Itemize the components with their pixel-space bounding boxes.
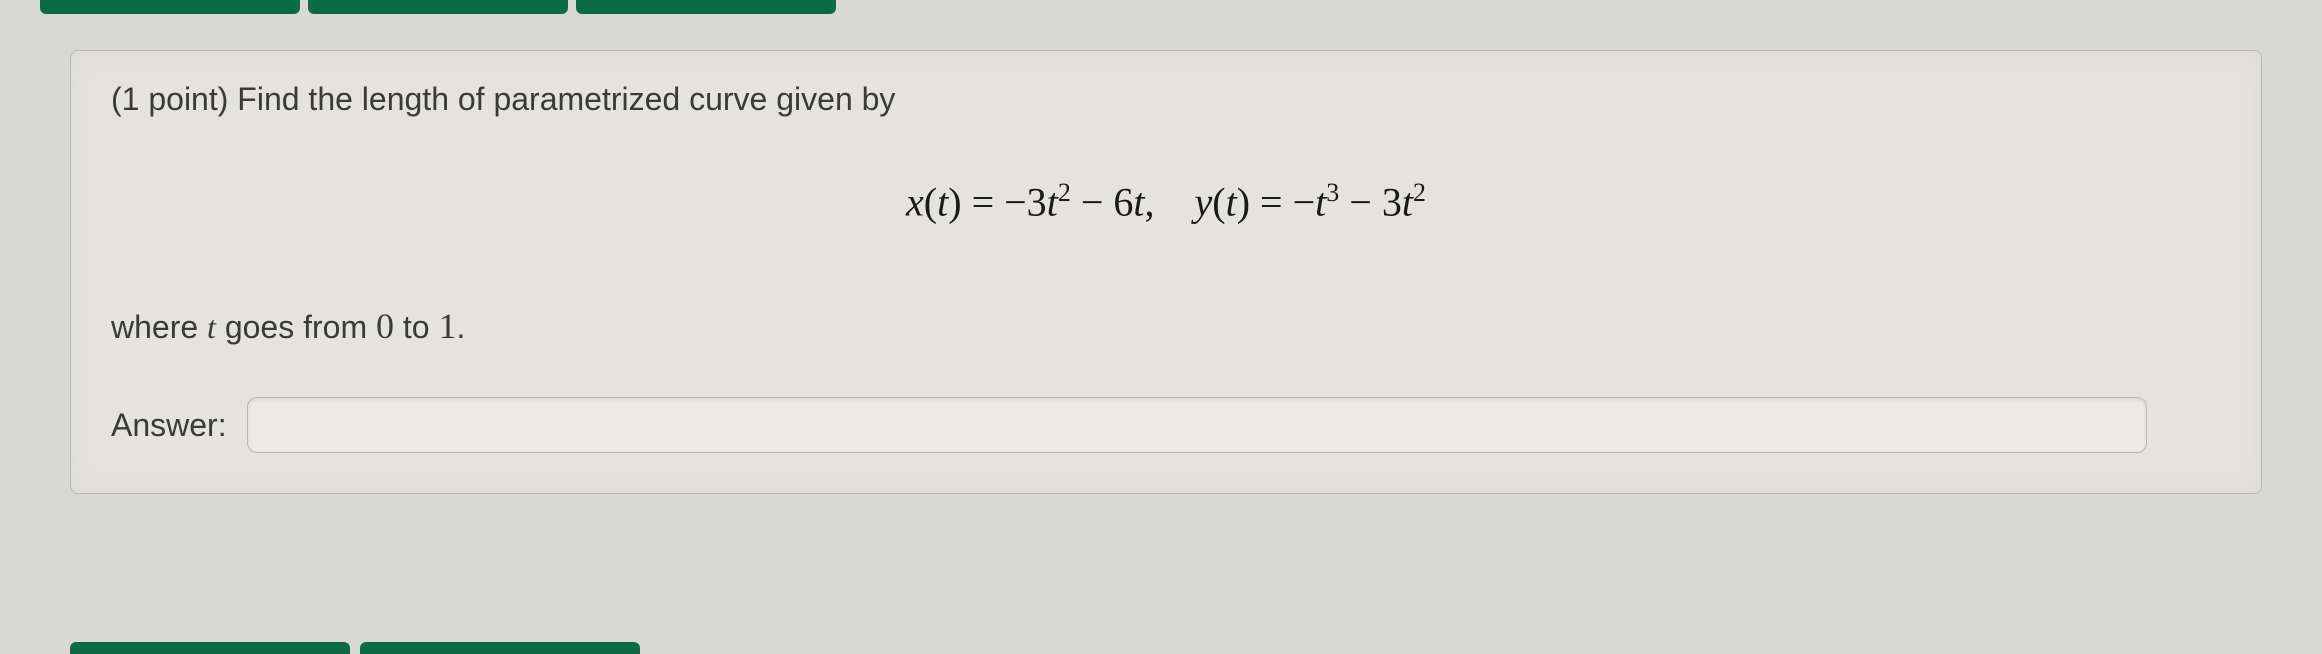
range-text: where t goes from 0 to 1. [111, 305, 2221, 347]
prompt-text: Find the length of parametrized curve gi… [237, 81, 895, 117]
top-tab[interactable] [40, 0, 300, 14]
range-prefix: where [111, 309, 207, 345]
range-to-word: to [394, 309, 438, 345]
answer-label: Answer: [111, 407, 227, 444]
formula-display: x(t) = −3t2 − 6t, y(t) = −t3 − 3t2 [111, 178, 2221, 225]
bottom-tab-bar [70, 642, 640, 654]
top-tab-bar [0, 0, 2322, 14]
range-to: 1 [438, 306, 456, 346]
top-tab[interactable] [308, 0, 568, 14]
range-var: t [207, 309, 216, 345]
range-suffix: . [456, 309, 465, 345]
range-mid: goes from [216, 309, 376, 345]
bottom-tab[interactable] [70, 642, 350, 654]
question-prompt: (1 point) Find the length of parametrize… [111, 81, 2221, 118]
question-panel: (1 point) Find the length of parametrize… [70, 50, 2262, 494]
bottom-tab[interactable] [360, 642, 640, 654]
answer-input[interactable] [247, 397, 2147, 453]
points-label: (1 point) [111, 81, 237, 117]
answer-row: Answer: [111, 397, 2221, 453]
range-from: 0 [376, 306, 394, 346]
top-tab[interactable] [576, 0, 836, 14]
